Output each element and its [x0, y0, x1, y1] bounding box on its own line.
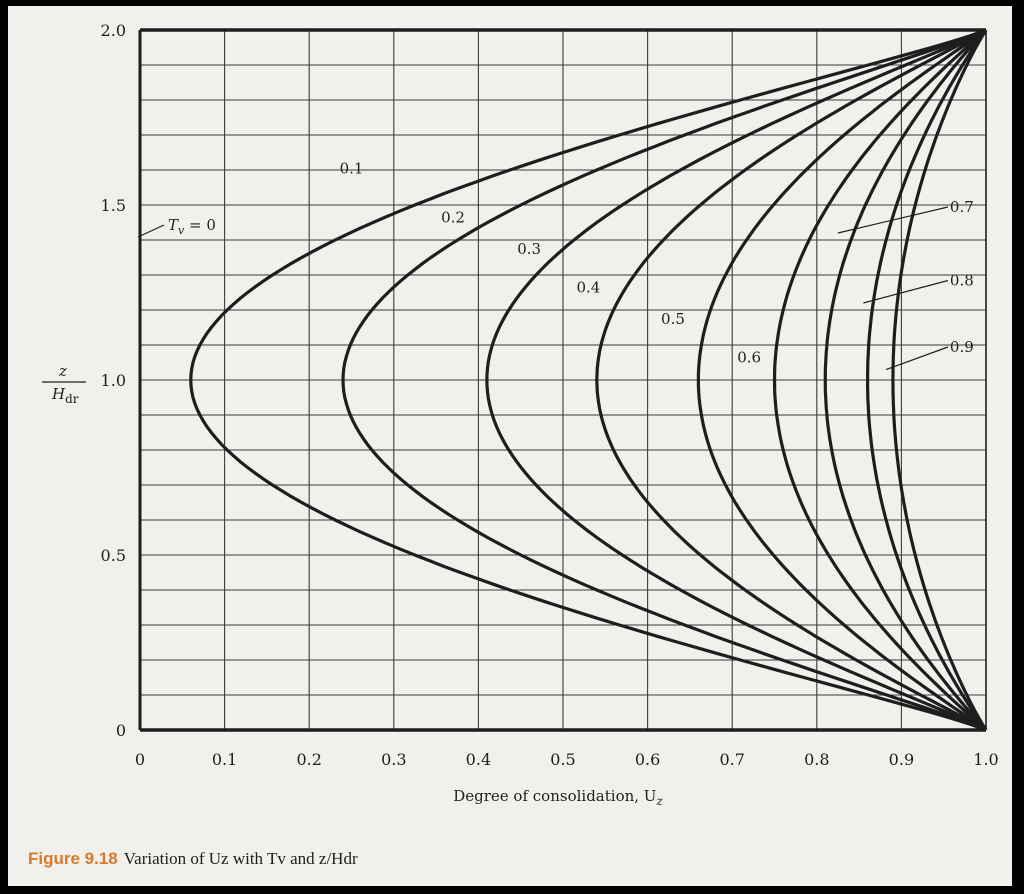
- x-tick-label: 0.4: [466, 750, 491, 769]
- curve-label: 0.1: [340, 160, 364, 178]
- curve-label: 0.2: [441, 209, 465, 227]
- y-label-denominator-sub: dr: [65, 392, 79, 406]
- curve-label: 0.6: [737, 349, 761, 367]
- curve-label: 0.3: [517, 240, 541, 258]
- plot-frame: [138, 28, 987, 732]
- curve-label-leader: [885, 346, 949, 371]
- x-tick-label: 0.2: [296, 750, 321, 769]
- x-tick-label: 0.9: [889, 750, 914, 769]
- curve-labels: 0.1 0.2 0.3 0.4 0.5 0.6 0.7 0.8 0.9: [340, 160, 974, 371]
- figure-number: Figure 9.18: [28, 849, 118, 868]
- curve-label: 0.8: [950, 272, 974, 290]
- x-tick-label: 0.5: [550, 750, 575, 769]
- isochrone-curve: [696, 28, 987, 732]
- isochrone-curve: [866, 29, 988, 731]
- y-tick-label: 1.0: [101, 371, 126, 390]
- y-label-numerator: z: [58, 362, 67, 380]
- tv-zero-label: T: [168, 216, 179, 234]
- tv-zero-sub: v: [178, 224, 185, 237]
- svg-text:Hdr: Hdr: [51, 385, 79, 406]
- x-tick-label: 0: [135, 750, 145, 769]
- x-label-sub: z: [655, 794, 663, 808]
- curve-label-leader: [837, 206, 949, 234]
- isochrone-curve: [891, 29, 988, 731]
- tv-zero-annotation: Tv = 0: [137, 216, 216, 238]
- x-tick-label: 0.7: [719, 750, 744, 769]
- isochrone-curve: [772, 28, 988, 732]
- x-tick-label: 0.3: [381, 750, 406, 769]
- x-axis-label: Degree of consolidation, Uz: [453, 787, 663, 808]
- figure-caption: Figure 9.18 Variation of Uz with Tv and z…: [28, 849, 358, 869]
- curve-label: 0.9: [950, 338, 974, 356]
- isochrone-curves: [189, 28, 988, 732]
- grid-lines: [140, 30, 986, 730]
- y-tick-label: 0.5: [101, 546, 126, 565]
- x-tick-label: 1.0: [973, 750, 998, 769]
- x-label-text: Degree of consolidation, U: [453, 787, 656, 805]
- y-tick-label: 1.5: [101, 196, 126, 215]
- isochrone-curve: [341, 28, 987, 732]
- tv-zero-leader: [137, 224, 165, 238]
- book-page: [8, 6, 1012, 886]
- isochrone-curve: [823, 28, 988, 732]
- isochrone-curve: [189, 28, 987, 732]
- y-axis-label: z Hdr: [42, 362, 86, 406]
- x-tick-label: 0.6: [635, 750, 660, 769]
- curve-label-leader: [863, 279, 949, 304]
- svg-text:Tv = 0: Tv = 0: [168, 216, 216, 237]
- caption-text: Variation of Uz with Tv and z/Hdr: [123, 849, 358, 868]
- curve-label: 0.7: [950, 198, 974, 216]
- tv-zero-eq: = 0: [184, 216, 216, 234]
- y-tick-label: 2.0: [101, 21, 126, 40]
- x-tick-label: 0.8: [804, 750, 829, 769]
- tick-labels: 0 0.1 0.2 0.3 0.4 0.5 0.6 0.7 0.8 0.9 1.0 0 0.5 1.0 1.…: [101, 21, 999, 769]
- curve-label: 0.5: [661, 310, 685, 328]
- x-tick-label: 0.1: [212, 750, 237, 769]
- y-tick-label: 0: [116, 721, 126, 740]
- y-label-denominator: H: [51, 385, 66, 403]
- isochrone-curve: [485, 28, 987, 732]
- curve-label: 0.4: [576, 279, 600, 297]
- isochrone-curve: [595, 28, 987, 732]
